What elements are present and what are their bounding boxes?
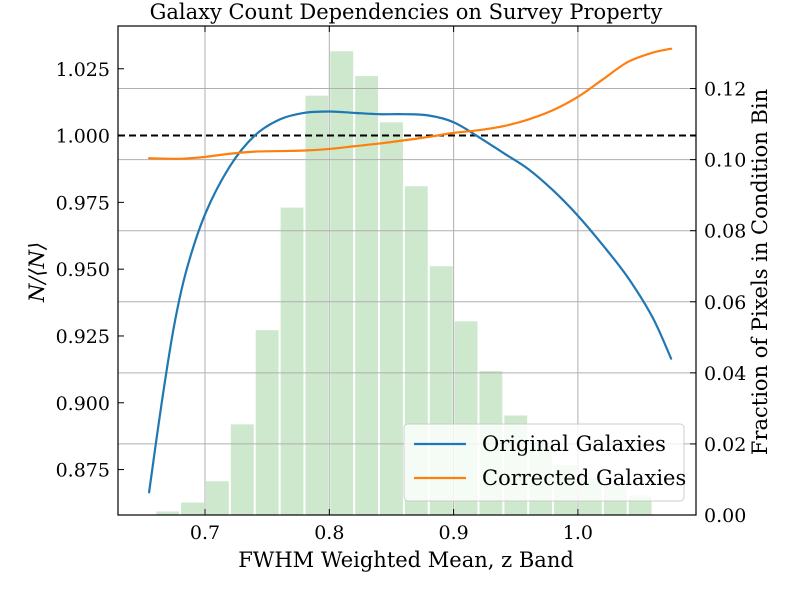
histogram-bar [330, 51, 354, 515]
y-tick-label: 0.975 [56, 192, 110, 214]
y2-tick-label: 0.12 [704, 79, 746, 101]
axes: 0.7 0.8 0.9 1.0 0.875 0.900 0.925 0.950 0.975 1.0… [56, 25, 746, 544]
legend-label: Corrected Galaxies [482, 466, 686, 490]
histogram-bar [380, 122, 403, 516]
y2-tick-label: 0.04 [704, 363, 746, 385]
y-tick-label: 0.875 [56, 460, 110, 482]
x-tick-label: 0.7 [190, 522, 220, 544]
x-axis-label: FWHM Weighted Mean, z Band [238, 548, 574, 572]
y2-tick-label: 0.00 [704, 505, 746, 527]
x-tick-label: 0.8 [314, 522, 344, 544]
histogram-bar [230, 424, 254, 515]
y-axis-label: N/⟨N⟩ [25, 242, 49, 303]
histogram-bar [156, 511, 180, 515]
y2-tick-label: 0.02 [704, 434, 746, 456]
y-tick-label: 0.925 [56, 326, 110, 348]
x-tick-label: 0.9 [439, 522, 469, 544]
y-tick-label: 1.000 [56, 126, 110, 148]
series-line-corrected [147, 47, 673, 160]
histogram-bar [181, 502, 205, 515]
histogram-bar [206, 481, 229, 515]
histogram-bar [355, 76, 379, 516]
histogram-bar [255, 330, 279, 515]
y-tick-label: 0.900 [56, 393, 110, 415]
x-tick-label: 1.0 [563, 522, 593, 544]
y2-axis-label: Fraction of Pixels in Condition Bin [748, 89, 772, 455]
y-tick-label: 0.950 [56, 259, 110, 281]
y2-tick-label: 0.06 [704, 292, 746, 314]
legend: Original Galaxies Corrected Galaxies [403, 423, 686, 502]
histogram-bar [305, 95, 329, 516]
histogram-bar [280, 207, 304, 515]
plot-frame [117, 25, 697, 516]
y-tick-label: 1.025 [56, 59, 110, 81]
series-lines [118, 47, 696, 494]
y2-tick-label: 0.10 [704, 150, 746, 172]
series-line-original [147, 110, 673, 494]
legend-box [403, 423, 685, 502]
y2-tick-label: 0.08 [704, 221, 746, 243]
chart-title: Galaxy Count Dependencies on Survey Prop… [150, 0, 663, 24]
legend-label: Original Galaxies [482, 432, 666, 456]
